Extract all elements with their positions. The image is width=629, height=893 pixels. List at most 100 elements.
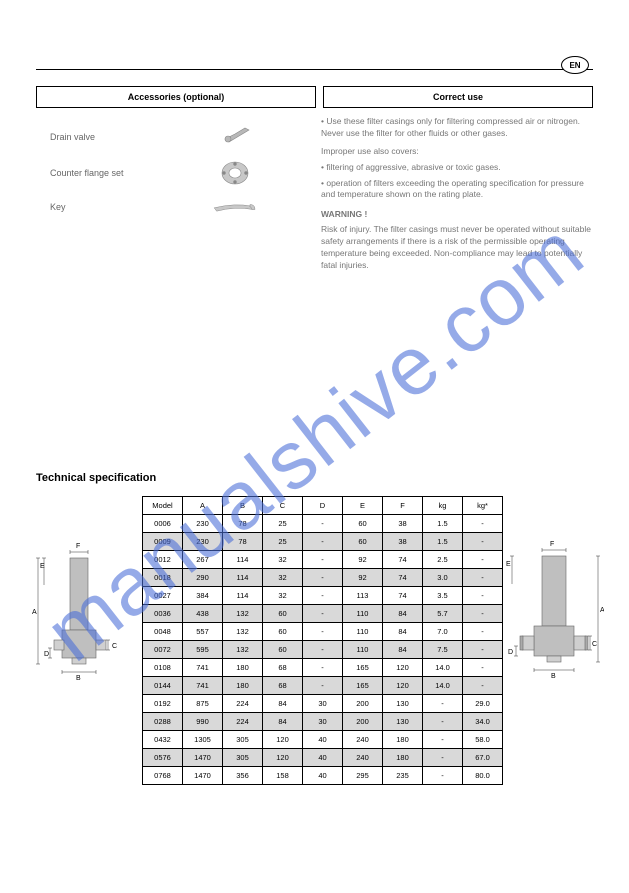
correct-use-header-text: Correct use	[433, 92, 483, 102]
table-cell: 132	[223, 605, 263, 623]
table-cell: 200	[343, 713, 383, 731]
table-cell: 1305	[183, 731, 223, 749]
table-cell: 32	[263, 587, 303, 605]
table-cell: 60	[343, 533, 383, 551]
table-cell: 40	[303, 749, 343, 767]
table-cell: 224	[223, 695, 263, 713]
table-cell: 0576	[143, 749, 183, 767]
dim-label: A	[32, 609, 37, 616]
table-cell: 120	[263, 731, 303, 749]
table-cell: 130	[383, 695, 423, 713]
table-cell: 84	[383, 605, 423, 623]
table-header-cell: A	[183, 497, 223, 515]
dim-label: D	[508, 649, 513, 656]
dim-label: C	[592, 641, 597, 648]
table-header-cell: E	[343, 497, 383, 515]
table-cell: 305	[223, 749, 263, 767]
table-cell: 0192	[143, 695, 183, 713]
accessory-label: Counter flange set	[50, 168, 210, 178]
table-cell: -	[463, 569, 503, 587]
table-cell: 110	[343, 623, 383, 641]
table-cell: -	[303, 569, 343, 587]
table-cell: 113	[343, 587, 383, 605]
table-cell: 110	[343, 605, 383, 623]
table-cell: -	[423, 731, 463, 749]
dim-label: D	[44, 651, 49, 658]
table-cell: 3.0	[423, 569, 463, 587]
table-cell: 84	[263, 713, 303, 731]
accessories-header: Accessories (optional)	[36, 86, 316, 108]
dim-label: B	[76, 675, 81, 680]
table-cell: 60	[343, 515, 383, 533]
table-row: 002738411432-113743.5-	[143, 587, 503, 605]
table-cell: 60	[263, 641, 303, 659]
dim-label: E	[40, 563, 45, 570]
table-cell: 60	[263, 605, 303, 623]
table-cell: 165	[343, 659, 383, 677]
table-cell: 0768	[143, 767, 183, 785]
usage-paragraph: Improper use also covers:	[321, 146, 591, 158]
table-cell: 305	[223, 731, 263, 749]
table-cell: -	[463, 605, 503, 623]
table-cell: 0108	[143, 659, 183, 677]
table-cell: -	[463, 677, 503, 695]
table-cell: 438	[183, 605, 223, 623]
dimension-diagram-threaded: A E F B C D	[30, 540, 130, 680]
table-cell: -	[303, 677, 343, 695]
table-cell: 180	[223, 677, 263, 695]
table-cell: 0048	[143, 623, 183, 641]
table-cell: 38	[383, 533, 423, 551]
table-cell: -	[423, 713, 463, 731]
table-cell: 0144	[143, 677, 183, 695]
table-cell: -	[303, 659, 343, 677]
table-cell: 132	[223, 623, 263, 641]
table-cell: 120	[263, 749, 303, 767]
table-cell: 38	[383, 515, 423, 533]
dim-label: F	[550, 541, 554, 548]
table-cell: 7.5	[423, 641, 463, 659]
table-cell: -	[303, 641, 343, 659]
usage-paragraph: • Use these filter casings only for filt…	[321, 116, 591, 140]
table-cell: 92	[343, 569, 383, 587]
table-cell: 74	[383, 551, 423, 569]
table-header-cell: C	[263, 497, 303, 515]
table-row: 00092307825-60381.5-	[143, 533, 503, 551]
table-cell: -	[303, 623, 343, 641]
table-cell: 180	[383, 731, 423, 749]
table-cell: 240	[343, 749, 383, 767]
table-cell: 1.5	[423, 533, 463, 551]
table-cell: 1470	[183, 749, 223, 767]
table-cell: 240	[343, 731, 383, 749]
table-cell: -	[463, 641, 503, 659]
table-cell: 384	[183, 587, 223, 605]
table-cell: -	[423, 695, 463, 713]
correct-use-header: Correct use	[323, 86, 593, 108]
accessory-row: Drain valve	[50, 124, 260, 150]
table-cell: 114	[223, 587, 263, 605]
table-cell: -	[303, 515, 343, 533]
table-cell: 74	[383, 587, 423, 605]
table-cell: 40	[303, 767, 343, 785]
table-cell: 1470	[183, 767, 223, 785]
hook-key-icon	[210, 196, 260, 218]
table-cell: 0009	[143, 533, 183, 551]
table-row: 0768147035615840295235-80.0	[143, 767, 503, 785]
table-cell: 68	[263, 677, 303, 695]
table-header-cell: Model	[143, 497, 183, 515]
accessory-label: Key	[50, 202, 210, 212]
table-cell: -	[463, 551, 503, 569]
table-cell: 230	[183, 533, 223, 551]
table-cell: 68	[263, 659, 303, 677]
specifications-table: ModelABCDEFkgkg* 00062307825-60381.5-000…	[142, 496, 503, 785]
table-cell: 557	[183, 623, 223, 641]
table-row: 004855713260-110847.0-	[143, 623, 503, 641]
warning-label: WARNING !	[321, 209, 591, 221]
table-cell: -	[303, 587, 343, 605]
table-cell: 29.0	[463, 695, 503, 713]
dim-label: A	[600, 607, 604, 614]
usage-paragraph: • operation of filters exceeding the ope…	[321, 178, 591, 202]
table-row: 007259513260-110847.5-	[143, 641, 503, 659]
table-cell: 58.0	[463, 731, 503, 749]
table-cell: 120	[383, 677, 423, 695]
table-cell: -	[303, 533, 343, 551]
